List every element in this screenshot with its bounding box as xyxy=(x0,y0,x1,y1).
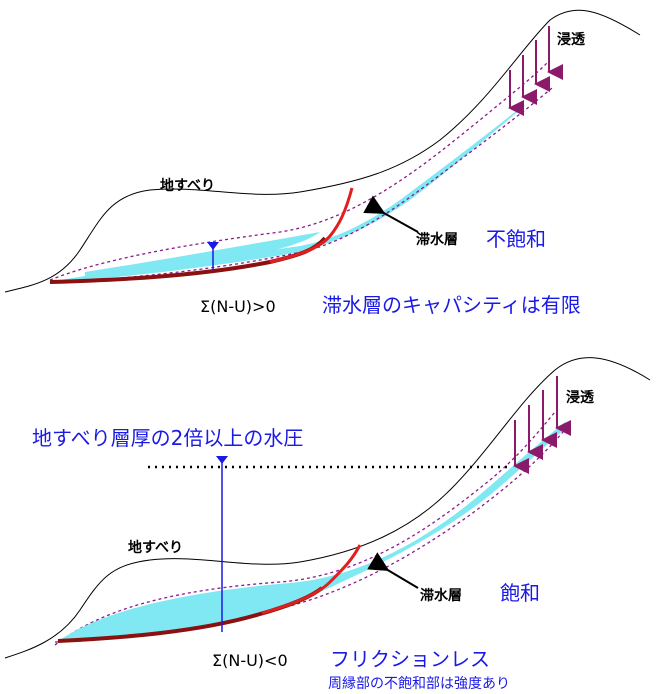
bottom-panel: 浸透 地すべり層厚の2倍以上の水圧 地すべり 滞水層 飽和 Σ(N-U)<0 フ… xyxy=(4,357,651,692)
label-aquifer-bottom: 滞水層 xyxy=(420,587,462,604)
ground-surface-bottom xyxy=(4,357,651,659)
top-panel: 浸透 地すべり 滞水層 不飽和 Σ(N-U)>0 滞水層のキャパシティは有限 xyxy=(4,9,641,317)
label-landslide-bottom: 地すべり xyxy=(128,539,183,556)
aquifer-pointer-top xyxy=(363,195,419,233)
label-infiltration-top: 浸透 xyxy=(557,31,586,48)
aquifer-water-pocket-top xyxy=(85,232,320,276)
label-formula-top: Σ(N-U)>0 xyxy=(200,297,276,316)
aquifer-pointer-bottom xyxy=(367,552,419,589)
label-pressure: 地すべり層厚の2倍以上の水圧 xyxy=(32,426,303,450)
label-state-top: 不飽和 xyxy=(486,227,546,251)
aquifer-lower-boundary-top xyxy=(49,87,553,284)
label-aquifer-top: 滞水層 xyxy=(416,231,458,248)
slip-scarp-bottom xyxy=(261,544,362,615)
label-state-bottom: 飽和 xyxy=(500,581,540,605)
aquifer-upper-boundary-top xyxy=(49,61,549,281)
label-subnote-bottom: 周縁部の不飽和部は強度あり xyxy=(328,675,510,692)
label-note-bottom: フリクションレス xyxy=(330,647,490,671)
aquifer-upper-boundary-bottom xyxy=(54,411,556,646)
water-level-triangle-top xyxy=(207,242,219,250)
label-landslide-top: 地すべり xyxy=(160,177,215,194)
label-formula-bottom: Σ(N-U)<0 xyxy=(212,651,288,670)
ground-surface-top xyxy=(4,9,641,293)
label-infiltration-bottom: 浸透 xyxy=(566,389,595,406)
aquifer-water-bottom xyxy=(60,422,568,640)
label-note-top: 滞水層のキャパシティは有限 xyxy=(322,293,581,317)
water-level-triangle-bottom xyxy=(216,456,228,464)
slip-scarp-top xyxy=(269,187,354,264)
